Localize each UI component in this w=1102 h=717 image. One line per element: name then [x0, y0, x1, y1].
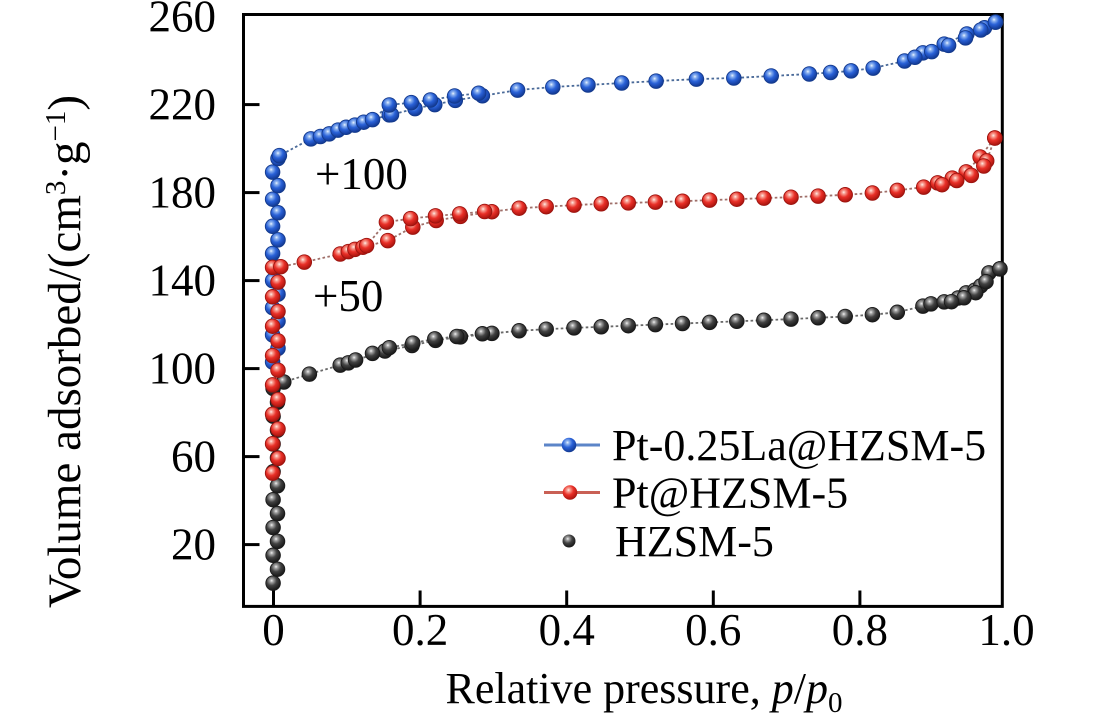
svg-text:Pt@HZSM-5: Pt@HZSM-5 — [612, 469, 848, 518]
svg-text:Relative pressure, p/p0: Relative pressure, p/p0 — [446, 664, 843, 717]
svg-text:Pt-0.25La@HZSM-5: Pt-0.25La@HZSM-5 — [612, 421, 986, 470]
svg-text:260: 260 — [149, 0, 217, 42]
svg-text:+100: +100 — [315, 149, 408, 199]
svg-text:0.2: 0.2 — [392, 605, 448, 655]
svg-text:0: 0 — [262, 605, 285, 655]
svg-text:0.6: 0.6 — [685, 605, 741, 655]
svg-text:0.4: 0.4 — [539, 605, 595, 655]
svg-text:1.0: 1.0 — [978, 605, 1034, 655]
svg-text:180: 180 — [149, 168, 217, 218]
svg-text:20: 20 — [171, 520, 216, 570]
svg-text:140: 140 — [149, 256, 217, 306]
svg-text:HZSM-5: HZSM-5 — [615, 517, 774, 566]
svg-text:60: 60 — [171, 432, 216, 482]
svg-text:0.8: 0.8 — [832, 605, 888, 655]
svg-text:+50: +50 — [313, 271, 383, 321]
svg-text:Volume adsorbed/(cm3·g−1): Volume adsorbed/(cm3·g−1) — [39, 95, 91, 608]
svg-text:220: 220 — [149, 80, 217, 130]
svg-text:100: 100 — [149, 344, 217, 394]
